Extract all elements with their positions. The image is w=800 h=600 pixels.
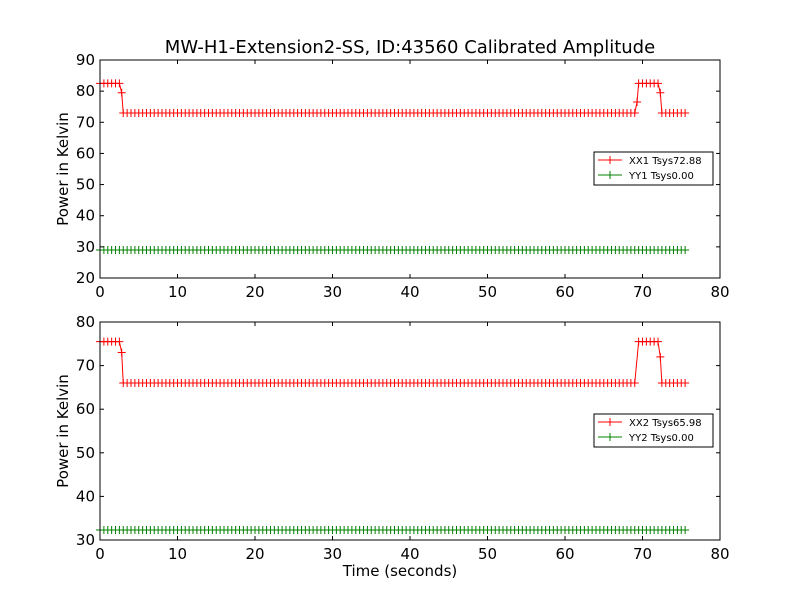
top-plot: 0 10 20 30 40 50 60 70 80 20 30 40 50 60 70 80 90 Power i… — [54, 51, 730, 301]
series-xx — [96, 79, 690, 117]
data-point-marker — [117, 348, 126, 357]
y-tick-label: 40 — [76, 207, 95, 225]
x-tick-label: 70 — [633, 283, 652, 301]
legend: XX2 Tsys65.98 YY2 Tsys0.00 — [593, 413, 714, 448]
x-tick-label: 40 — [400, 283, 419, 301]
data-point-marker — [630, 108, 639, 117]
legend-entry: XX2 Tsys65.98 — [629, 418, 702, 429]
legend-entry: YY2 Tsys0.00 — [628, 433, 694, 444]
data-point-marker — [654, 79, 662, 88]
data-point-marker — [630, 379, 639, 388]
data-point-marker — [115, 337, 124, 346]
series-yy — [96, 525, 690, 534]
x-axis-label: Time (seconds) — [342, 562, 458, 580]
figure-title: MW-H1-Extension2-SS, ID:43560 Calibrated… — [165, 37, 655, 58]
y-tick-label: 70 — [76, 113, 95, 131]
bottom-plot: 0 10 20 30 40 50 60 70 80 30 40 50 60 70 80 Power in Ke… — [54, 313, 730, 580]
x-tick-label: 80 — [710, 545, 729, 563]
x-tick-label: 20 — [245, 545, 264, 563]
x-tick-label: 0 — [95, 283, 105, 301]
x-tick-label: 30 — [323, 283, 342, 301]
data-point-marker — [681, 525, 690, 534]
data-point-marker — [115, 79, 124, 88]
x-tick-label: 80 — [710, 283, 729, 301]
x-tick-label: 60 — [555, 283, 574, 301]
x-tick-label: 60 — [555, 545, 574, 563]
y-tick-label: 30 — [76, 238, 95, 256]
legend-marker — [606, 156, 614, 164]
data-point-marker — [681, 245, 690, 254]
y-tick-label: 90 — [76, 51, 95, 69]
x-tick-label: 70 — [633, 545, 652, 563]
y-tick-label: 40 — [76, 487, 95, 505]
data-point-marker — [654, 337, 662, 346]
x-tick-label: 0 — [95, 545, 105, 563]
legend-box — [593, 151, 714, 186]
y-tick-label: 50 — [76, 176, 95, 194]
y-tick-label: 70 — [76, 357, 95, 375]
x-tick-label: 20 — [245, 283, 264, 301]
y-axis-label: Power in Kelvin — [54, 374, 72, 488]
x-tick-label: 10 — [168, 545, 187, 563]
legend-box — [593, 413, 714, 448]
data-point-marker — [656, 88, 665, 97]
data-point-marker — [656, 352, 665, 361]
x-tick-label: 30 — [323, 545, 342, 563]
legend-marker — [606, 171, 614, 179]
y-tick-label: 20 — [76, 269, 95, 287]
legend-marker — [606, 433, 614, 441]
data-point-marker — [117, 88, 126, 97]
y-tick-label: 30 — [76, 531, 95, 549]
y-axis-label: Power in Kelvin — [54, 112, 72, 226]
series-xx — [96, 337, 690, 388]
x-tick-label: 10 — [168, 283, 187, 301]
series-yy — [96, 245, 690, 254]
data-point-marker — [633, 98, 642, 107]
data-point-marker — [681, 108, 690, 117]
x-tick-label: 40 — [400, 545, 419, 563]
data-point-marker — [681, 379, 690, 388]
x-tick-label: 50 — [478, 545, 497, 563]
x-tick-label: 50 — [478, 283, 497, 301]
legend-marker — [606, 418, 614, 426]
y-tick-label: 60 — [76, 144, 95, 162]
y-tick-label: 80 — [76, 313, 95, 331]
legend: XX1 Tsys72.88 YY1 Tsys0.00 — [593, 151, 714, 186]
legend-entry: XX1 Tsys72.88 — [629, 156, 702, 167]
legend-entry: YY1 Tsys0.00 — [628, 171, 694, 182]
y-tick-label: 50 — [76, 444, 95, 462]
y-tick-label: 60 — [76, 400, 95, 418]
y-tick-label: 80 — [76, 82, 95, 100]
